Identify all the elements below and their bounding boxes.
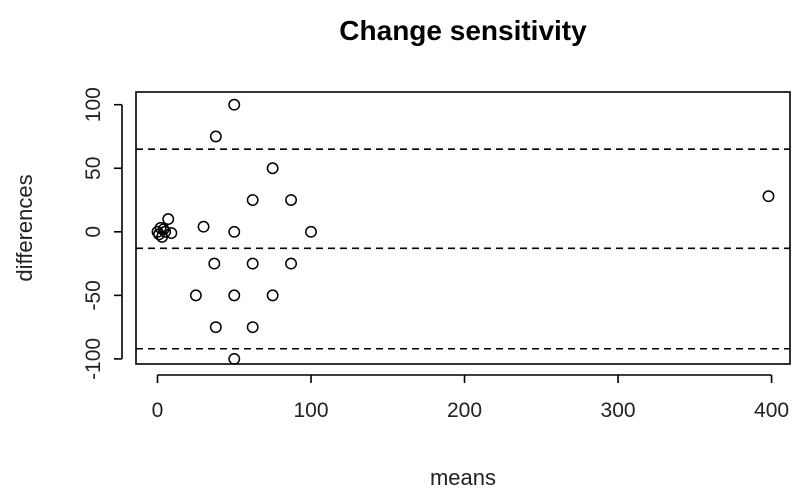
x-tick-label: 200 xyxy=(447,399,482,422)
data-point xyxy=(305,225,317,238)
x-tick-label: 100 xyxy=(293,399,328,422)
data-point xyxy=(762,190,775,203)
x-tick-label: 300 xyxy=(601,399,636,422)
x-tick-label: 0 xyxy=(152,399,164,422)
reference-lines xyxy=(136,148,790,350)
y-tick-label: -100 xyxy=(82,338,105,380)
data-point xyxy=(165,227,178,240)
y-axis-label: differences xyxy=(12,174,37,281)
data-point xyxy=(285,194,298,206)
data-point xyxy=(228,225,241,238)
data-point xyxy=(209,321,222,334)
x-tick-label: 400 xyxy=(754,399,789,422)
chart-title: Change sensitivity xyxy=(339,15,587,46)
data-point xyxy=(189,289,202,302)
plot-frame xyxy=(135,91,791,365)
data-point xyxy=(246,194,259,206)
data-point xyxy=(246,257,259,270)
data-point xyxy=(285,257,298,270)
data-point xyxy=(266,162,279,175)
x-axis: 0 100 200 300 400 xyxy=(152,374,789,422)
y-tick-label: 0 xyxy=(82,226,105,238)
data-point xyxy=(266,289,279,302)
data-point xyxy=(228,98,241,111)
data-point xyxy=(197,220,210,233)
data-point xyxy=(162,213,175,226)
y-tick-label: 50 xyxy=(82,157,105,180)
x-axis-label: means xyxy=(430,465,496,490)
y-axis: -100 -50 0 50 100 xyxy=(82,87,123,380)
y-tick-label: 100 xyxy=(82,87,105,122)
data-point xyxy=(209,130,222,143)
data-point xyxy=(228,352,241,365)
data-point xyxy=(246,321,259,334)
data-point xyxy=(228,289,241,302)
data-point xyxy=(159,225,172,238)
data-point xyxy=(208,257,221,270)
y-tick-label: -50 xyxy=(82,280,105,310)
data-points xyxy=(151,98,775,365)
